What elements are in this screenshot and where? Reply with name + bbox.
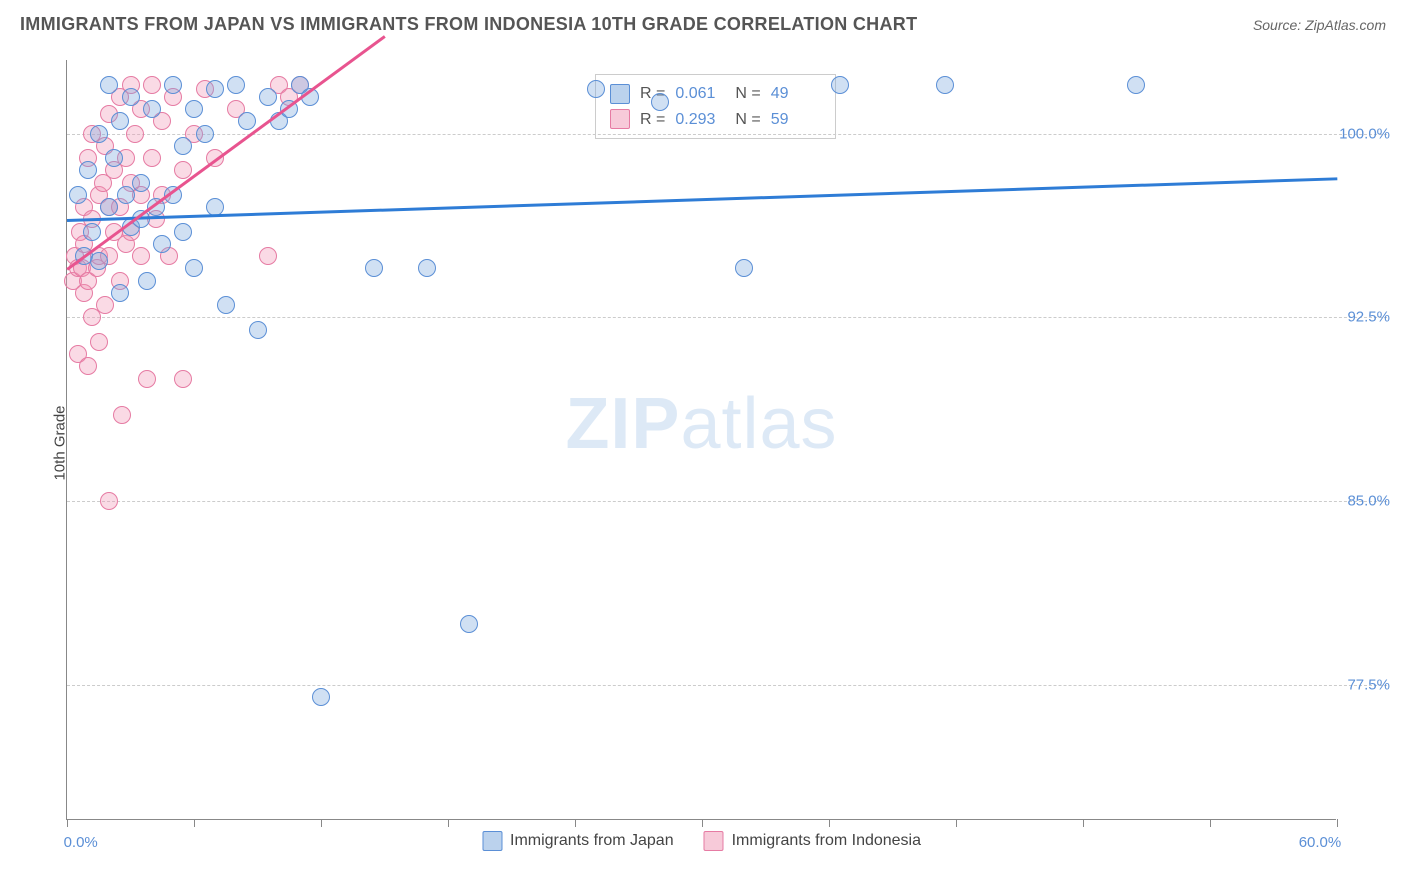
data-point-indonesia [143,76,161,94]
data-point-japan [249,321,267,339]
data-point-japan [217,296,235,314]
gridline [67,501,1387,502]
data-point-japan [259,88,277,106]
data-point-japan [936,76,954,94]
x-tick [702,819,703,827]
data-point-japan [111,284,129,302]
data-point-japan [831,76,849,94]
legend-label-japan: Immigrants from Japan [510,832,674,850]
data-point-japan [418,259,436,277]
data-point-indonesia [100,492,118,510]
x-tick [956,819,957,827]
swatch-pink-icon [610,109,630,129]
swatch-blue-icon [610,84,630,104]
data-point-indonesia [143,149,161,167]
data-point-indonesia [126,125,144,143]
legend-item-japan: Immigrants from Japan [482,831,674,851]
data-point-indonesia [259,247,277,265]
stats-row-japan: R = 0.061 N = 49 [610,81,821,107]
data-point-japan [90,125,108,143]
y-tick-label: 77.5% [1347,677,1390,694]
data-point-indonesia [174,370,192,388]
data-point-japan [83,223,101,241]
data-point-japan [153,235,171,253]
x-tick [829,819,830,827]
data-point-japan [143,100,161,118]
data-point-japan [196,125,214,143]
data-point-japan [164,76,182,94]
data-point-japan [460,615,478,633]
bottom-legend: Immigrants from Japan Immigrants from In… [482,831,921,851]
data-point-indonesia [138,370,156,388]
r-value-japan: 0.061 [675,81,725,107]
plot-area: ZIPatlas R = 0.061 N = 49 R = 0.293 N = … [66,60,1336,820]
trend-line-japan [67,178,1337,222]
x-tick-label-max: 60.0% [1299,834,1342,851]
x-tick [194,819,195,827]
x-tick [448,819,449,827]
data-point-japan [138,272,156,290]
data-point-japan [1127,76,1145,94]
data-point-japan [227,76,245,94]
x-tick-label-min: 0.0% [64,834,98,851]
y-tick-label: 85.0% [1347,493,1390,510]
data-point-japan [100,198,118,216]
data-point-japan [132,174,150,192]
x-tick [67,819,68,827]
data-point-indonesia [113,406,131,424]
data-point-indonesia [79,357,97,375]
data-point-japan [185,100,203,118]
x-tick [1083,819,1084,827]
data-point-japan [174,137,192,155]
stats-row-indonesia: R = 0.293 N = 59 [610,107,821,133]
chart-container: 10th Grade ZIPatlas R = 0.061 N = 49 R =… [50,48,1386,838]
data-point-japan [174,223,192,241]
data-point-japan [90,252,108,270]
x-tick [1210,819,1211,827]
n-value-indonesia: 59 [771,107,821,133]
x-tick [321,819,322,827]
gridline [67,685,1387,686]
data-point-japan [69,186,87,204]
data-point-japan [105,149,123,167]
data-point-japan [111,112,129,130]
n-value-japan: 49 [771,81,821,107]
data-point-japan [587,80,605,98]
data-point-japan [651,93,669,111]
data-point-japan [185,259,203,277]
y-tick-label: 100.0% [1339,125,1390,142]
watermark: ZIPatlas [565,383,837,465]
data-point-indonesia [96,296,114,314]
data-point-japan [117,186,135,204]
legend-item-indonesia: Immigrants from Indonesia [704,831,921,851]
data-point-japan [122,88,140,106]
data-point-japan [735,259,753,277]
data-point-indonesia [90,333,108,351]
y-tick-label: 92.5% [1347,309,1390,326]
gridline [67,134,1387,135]
x-tick [575,819,576,827]
data-point-japan [206,80,224,98]
chart-source: Source: ZipAtlas.com [1253,17,1386,33]
swatch-pink-icon [704,831,724,851]
r-value-indonesia: 0.293 [675,107,725,133]
stats-legend: R = 0.061 N = 49 R = 0.293 N = 59 [595,74,836,139]
legend-label-indonesia: Immigrants from Indonesia [732,832,921,850]
x-tick [1337,819,1338,827]
swatch-blue-icon [482,831,502,851]
chart-title: IMMIGRANTS FROM JAPAN VS IMMIGRANTS FROM… [20,14,917,35]
data-point-japan [312,688,330,706]
data-point-japan [238,112,256,130]
gridline [67,317,1387,318]
chart-header: IMMIGRANTS FROM JAPAN VS IMMIGRANTS FROM… [0,0,1406,45]
data-point-japan [365,259,383,277]
data-point-indonesia [132,247,150,265]
data-point-japan [100,76,118,94]
data-point-japan [79,161,97,179]
